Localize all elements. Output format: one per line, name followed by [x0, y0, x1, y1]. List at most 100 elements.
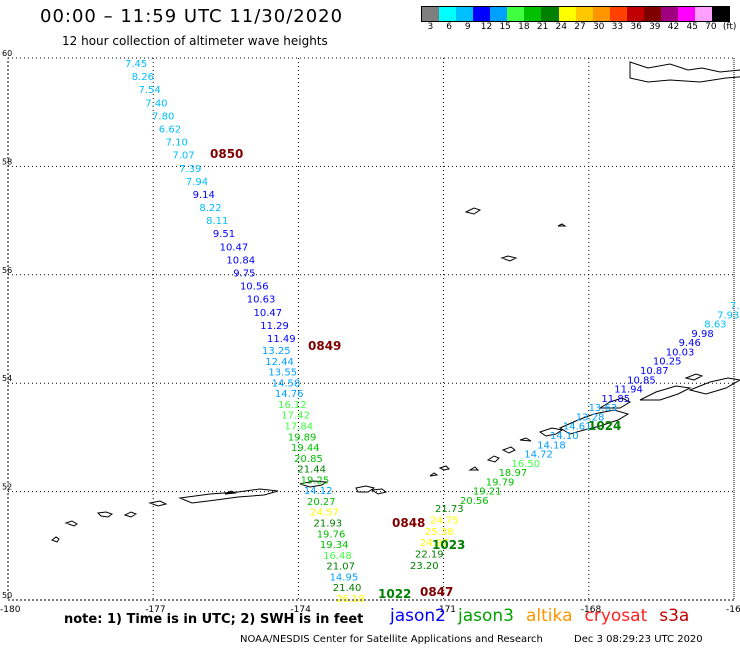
colorbar-label: 9 — [464, 22, 471, 32]
lon-tick-label: -171 — [436, 605, 456, 615]
wave-height-value: 19.76 — [317, 529, 346, 540]
note: note: 1) Time is in UTC; 2) SWH is in fe… — [64, 612, 364, 627]
lat-tick-label: 58 — [2, 157, 12, 166]
wave-height-value: 10.87 — [640, 366, 669, 377]
colorbar-swatch — [558, 7, 576, 21]
lon-tick-label: -180 — [0, 605, 21, 615]
wave-height-value: 7.94 — [186, 177, 208, 188]
footer-credit: NOAA/NESDIS Center for Satellite Applica… — [240, 634, 543, 645]
colorbar-label: 21 — [536, 22, 549, 32]
footer: NOAA/NESDIS Center for Satellite Applica… — [240, 634, 703, 645]
wave-height-value: 19.44 — [291, 443, 320, 454]
wave-height-value: 23.20 — [410, 561, 439, 572]
wave-height-value: 17.84 — [285, 421, 314, 432]
wave-height-value: 7.93 — [717, 310, 739, 321]
wave-height-value: 13.25 — [262, 346, 291, 357]
wave-height-value: 16.50 — [511, 459, 540, 470]
wave-height-value: 10.63 — [247, 295, 276, 306]
wave-height-value: 16.12 — [278, 400, 307, 411]
altimeter-tracks: 7.45 8.26 7.54 7.40 7.80 6.62 7.10 7.07 7.39 7.94… — [125, 59, 740, 605]
wave-height-value: 19.21 — [473, 487, 502, 498]
wave-height-value: 24.57 — [310, 508, 339, 519]
wave-height-value: 7.39 — [179, 164, 201, 175]
wave-height-value: 14.18 — [537, 440, 566, 451]
lat-tick-label: 54 — [2, 374, 12, 383]
legend-item-jason2: jason2 — [390, 606, 446, 626]
colorbar-label: 42 — [667, 22, 680, 32]
wave-height-value: 10.84 — [226, 255, 255, 266]
colorbar-swatch — [643, 7, 661, 21]
colorbar-label: 18 — [518, 22, 530, 32]
wave-height-value: 10.56 — [240, 282, 269, 293]
pribilof-islands — [464, 207, 567, 262]
wave-height-value: 17.42 — [281, 411, 310, 422]
wave-height-value: 7.10 — [166, 138, 188, 149]
wave-height-value: 21.44 — [297, 465, 326, 476]
axis-tick-labels: 60 58 56 54 52 50 -180 -177 -174 -171 -168 -165 — [0, 49, 740, 615]
colorbar-swatch — [575, 7, 593, 21]
pass-time-label: 0847 — [420, 585, 453, 599]
wave-height-value: 14.12 — [304, 486, 333, 497]
lon-tick-label: -177 — [145, 605, 165, 615]
wave-height-value: 20.56 — [460, 496, 489, 507]
colorbar-labels: 3 6 9 12 15 18 21 24 27 30 33 36 39 42 45 70 (ft) — [421, 22, 739, 32]
wave-height-value: 19.79 — [486, 477, 515, 488]
pass-time-label: 0849 — [308, 339, 341, 353]
wave-height-value: 9.75 — [233, 269, 255, 280]
wave-height-value: 21.07 — [326, 562, 355, 573]
wave-height-value: 11.29 — [260, 321, 289, 332]
colorbar-label: 39 — [649, 22, 661, 32]
colorbar-label: 27 — [574, 22, 586, 32]
wave-height-value: 22.19 — [415, 550, 444, 561]
colorbar-label: 3 — [427, 22, 434, 32]
legend-item-cryosat: cryosat — [584, 606, 648, 626]
wave-height-value: 7.07 — [172, 151, 194, 162]
wave-height-value: 14.72 — [524, 450, 553, 461]
wave-height-value: 7.54 — [139, 85, 161, 96]
wave-height-value: 8.26 — [132, 72, 154, 83]
pass-time-label: 1022 — [378, 587, 411, 601]
wave-height-value: 24.97 — [420, 538, 449, 549]
colorbar-label: 15 — [499, 22, 511, 32]
colorbar-label: 30 — [592, 22, 605, 32]
legend-item-altika: altika — [526, 606, 573, 626]
satellite-legend: jason2 jason3 altika cryosat s3a — [390, 606, 701, 626]
map-frame — [7, 57, 735, 601]
lat-tick-label: 52 — [2, 483, 12, 492]
wave-height-value: 11.94 — [614, 385, 643, 396]
colorbar-swatch — [677, 7, 695, 21]
wave-height-value: 11.49 — [267, 334, 296, 345]
colorbar-swatch — [439, 7, 457, 21]
wave-height-value: 19.89 — [288, 432, 317, 443]
wave-height-value: 21.40 — [333, 583, 362, 594]
wave-height-value: 10.47 — [220, 242, 249, 253]
wave-height-value: 10.25 — [653, 357, 682, 368]
wave-height-value: 14.61 — [563, 422, 592, 433]
wave-height-value: 11.85 — [601, 394, 630, 405]
colorbar-label: 70 — [705, 22, 717, 32]
legend-item-jason3: jason3 — [458, 606, 514, 626]
wave-height-value: 9.46 — [679, 338, 701, 349]
colorbar-label: (ft) — [722, 22, 737, 32]
wave-height-value: 19.25 — [301, 475, 330, 486]
pass-time-label: 1023 — [432, 538, 465, 552]
colorbar-swatch — [592, 7, 610, 21]
wave-height-value: 7.40 — [145, 98, 167, 109]
pass-time-label: 0848 — [392, 516, 425, 530]
wave-height-value: 10.85 — [627, 375, 656, 386]
colorbar-swatch — [609, 7, 627, 21]
wave-height-value: 26.18 — [336, 594, 365, 605]
colorbar — [421, 6, 730, 22]
colorbar-label: 45 — [686, 22, 698, 32]
colorbar-label: 6 — [446, 22, 452, 32]
lon-tick-label: -174 — [290, 605, 311, 615]
wave-height-value: 8.22 — [199, 203, 221, 214]
lat-tick-label: 56 — [2, 266, 12, 275]
wave-height-value: 7.80 — [152, 111, 174, 122]
colorbar-label: 33 — [611, 22, 624, 32]
lon-tick-label: -168 — [581, 605, 602, 615]
colorbar-swatch — [456, 7, 474, 21]
wave-height-value: 21.93 — [313, 519, 342, 530]
wave-height-value: 14.58 — [272, 378, 301, 389]
pass-time-label: 0850 — [210, 147, 243, 161]
